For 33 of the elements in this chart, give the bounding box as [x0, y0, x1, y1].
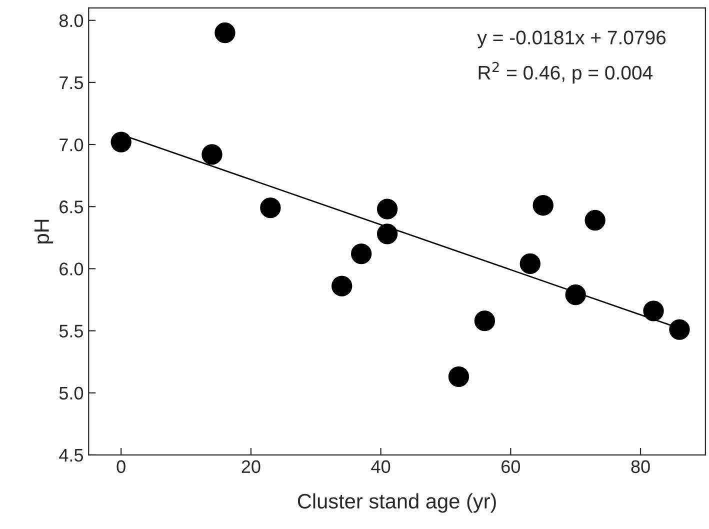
y-tick-label: 5.0	[59, 386, 84, 400]
point	[214, 22, 236, 44]
point	[669, 319, 690, 340]
point	[260, 198, 281, 218]
x-tick-label: 20	[242, 460, 260, 474]
point	[565, 284, 586, 306]
point	[110, 132, 132, 152]
x-axis-title: Cluster stand age (yr)	[298, 493, 496, 513]
point	[448, 366, 470, 388]
point	[376, 224, 398, 244]
point	[584, 210, 606, 231]
point	[643, 300, 664, 322]
annotation: R$^{2}$ = 0.46, p = 0.004	[478, 62, 653, 84]
x-tick-label: 80	[631, 460, 650, 474]
y-tick-label: 7.5	[60, 76, 84, 90]
point	[350, 243, 372, 264]
annotation: y = -0.0181x + 7.0796	[477, 30, 666, 48]
point	[202, 144, 222, 165]
y-tick-label: 6.0	[60, 262, 84, 276]
y-tick-label: 6.5	[60, 200, 84, 214]
y-tick-label: 4.5	[59, 449, 84, 462]
point	[332, 276, 352, 296]
point	[474, 310, 496, 332]
x-tick-label: 60	[502, 460, 520, 474]
y-tick-label: 5.5	[59, 324, 84, 338]
x-tick-label: 0	[116, 460, 126, 474]
y-tick-label: 7.0	[60, 138, 84, 152]
point	[520, 253, 540, 274]
point	[532, 195, 554, 216]
y-axis-title: pH	[34, 220, 54, 244]
y-tick-label: 8.0	[59, 14, 84, 28]
x-tick-label: 40	[371, 460, 390, 474]
point	[376, 198, 398, 220]
